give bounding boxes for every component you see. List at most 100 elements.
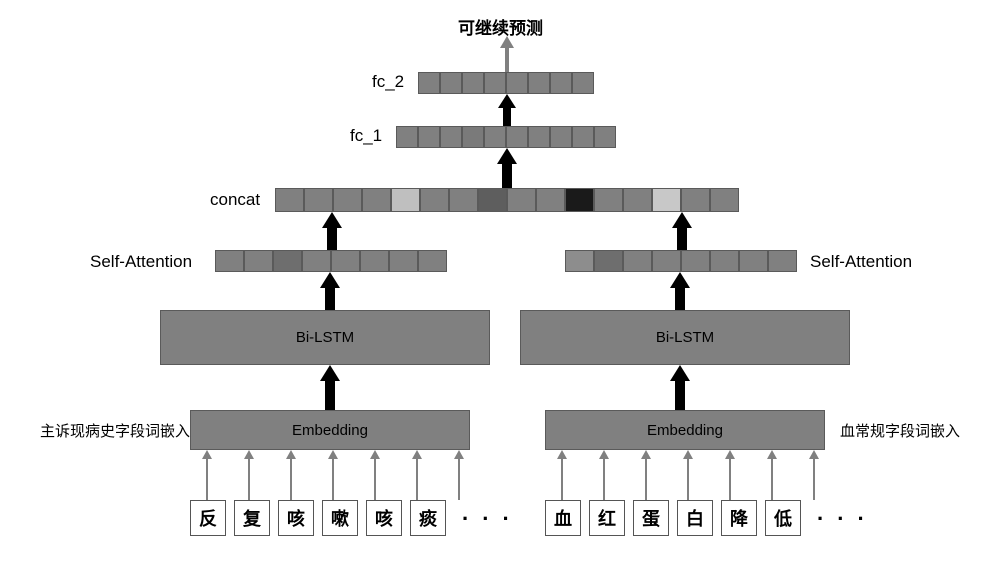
vector-cell	[710, 188, 739, 212]
vector-cell	[768, 250, 797, 272]
token-arrow	[599, 450, 609, 500]
vector-cell	[418, 72, 440, 94]
input-token: 反	[190, 500, 226, 536]
token-arrow	[370, 450, 380, 500]
sa-left-label: Self-Attention	[90, 252, 192, 272]
architecture-diagram: 可继续预测 fc_2 fc_1 concat Self-Attention Se…	[10, 10, 990, 555]
arrow-concat-fc1	[497, 148, 517, 188]
vector-cell	[594, 250, 623, 272]
vector-cell	[484, 126, 506, 148]
concat-label: concat	[210, 190, 260, 210]
input-token: 红	[589, 500, 625, 536]
vector-cell	[681, 250, 710, 272]
vector-cell	[594, 188, 623, 212]
input-token: 降	[721, 500, 757, 536]
token-arrow	[202, 450, 212, 500]
embed-right-text: Embedding	[647, 422, 723, 439]
sa-right-label: Self-Attention	[810, 252, 912, 272]
arrow-embed-right-bilstm	[670, 365, 690, 410]
arrow-bilstm-right-sa	[670, 272, 690, 310]
vector-cell	[572, 126, 594, 148]
vector-cell	[623, 250, 652, 272]
vector-cell	[478, 188, 507, 212]
arrow-embed-left-bilstm	[320, 365, 340, 410]
vector-cell	[418, 126, 440, 148]
input-token: 蛋	[633, 500, 669, 536]
bilstm-left-text: Bi-LSTM	[296, 329, 354, 346]
vector-cell	[572, 72, 594, 94]
embed-left-caption: 主诉现病史字段词嵌入	[40, 420, 190, 441]
vector-cell	[681, 188, 710, 212]
vector-cell	[391, 188, 420, 212]
vector-cell	[449, 188, 478, 212]
vector-cell	[275, 188, 304, 212]
vector-cell	[420, 188, 449, 212]
ellipsis: . . .	[809, 500, 868, 536]
fc1-strip	[396, 126, 616, 148]
vector-cell	[565, 188, 594, 212]
fc2-label: fc_2	[372, 72, 404, 92]
vector-cell	[565, 250, 594, 272]
vector-cell	[710, 250, 739, 272]
arrow-output	[500, 36, 514, 72]
vector-cell	[396, 126, 418, 148]
vector-cell	[652, 250, 681, 272]
input-token: 嗽	[322, 500, 358, 536]
vector-cell	[528, 72, 550, 94]
vector-cell	[507, 188, 536, 212]
input-token: 咳	[366, 500, 402, 536]
vector-cell	[484, 72, 506, 94]
vector-cell	[302, 250, 331, 272]
arrow-bilstm-left-sa	[320, 272, 340, 310]
arrow-fc1-fc2	[498, 94, 516, 126]
arrow-sa-left-concat	[322, 212, 342, 250]
input-token: 低	[765, 500, 801, 536]
sa-left-strip	[215, 250, 447, 272]
embed-left-block: Embedding	[190, 410, 470, 450]
input-token: 血	[545, 500, 581, 536]
vector-cell	[462, 72, 484, 94]
bilstm-left-block: Bi-LSTM	[160, 310, 490, 365]
vector-cell	[389, 250, 418, 272]
vector-cell	[550, 72, 572, 94]
token-arrow	[244, 450, 254, 500]
token-arrow	[683, 450, 693, 500]
vector-cell	[623, 188, 652, 212]
bilstm-right-text: Bi-LSTM	[656, 329, 714, 346]
vector-cell	[594, 126, 616, 148]
vector-cell	[360, 250, 389, 272]
token-arrow	[328, 450, 338, 500]
token-arrow	[641, 450, 651, 500]
token-arrow	[412, 450, 422, 500]
concat-strip	[275, 188, 739, 212]
vector-cell	[506, 72, 528, 94]
vector-cell	[440, 126, 462, 148]
fc2-strip	[418, 72, 594, 94]
vector-cell	[331, 250, 360, 272]
token-arrow	[809, 450, 819, 500]
vector-cell	[362, 188, 391, 212]
vector-cell	[506, 126, 528, 148]
token-arrow	[286, 450, 296, 500]
vector-cell	[304, 188, 333, 212]
tokens-left: 反复咳嗽咳痰. . .	[190, 500, 513, 536]
vector-cell	[273, 250, 302, 272]
vector-cell	[739, 250, 768, 272]
vector-cell	[550, 126, 572, 148]
token-arrow	[725, 450, 735, 500]
bilstm-right-block: Bi-LSTM	[520, 310, 850, 365]
vector-cell	[462, 126, 484, 148]
embed-left-text: Embedding	[292, 422, 368, 439]
input-token: 白	[677, 500, 713, 536]
embed-right-caption: 血常规字段词嵌入	[840, 420, 960, 441]
vector-cell	[652, 188, 681, 212]
vector-cell	[215, 250, 244, 272]
input-token: 复	[234, 500, 270, 536]
sa-right-strip	[565, 250, 797, 272]
embed-right-block: Embedding	[545, 410, 825, 450]
token-arrow	[557, 450, 567, 500]
arrow-sa-right-concat	[672, 212, 692, 250]
vector-cell	[418, 250, 447, 272]
input-token: 咳	[278, 500, 314, 536]
vector-cell	[536, 188, 565, 212]
